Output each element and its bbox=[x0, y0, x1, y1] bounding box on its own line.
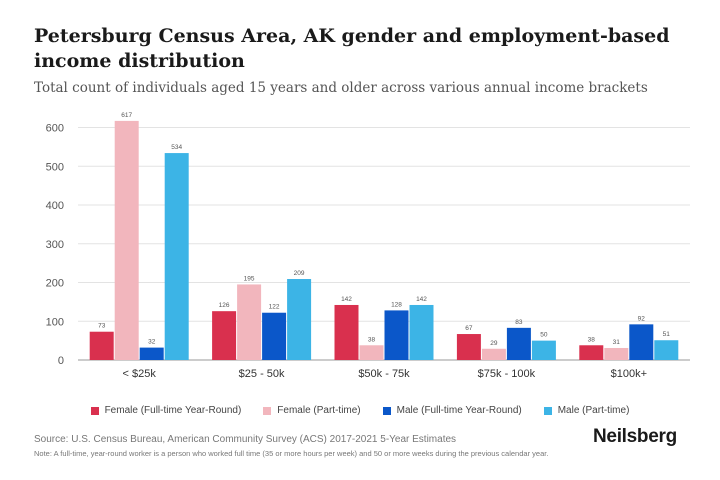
data-label: 38 bbox=[588, 336, 596, 343]
bar bbox=[604, 347, 629, 360]
data-label: 195 bbox=[244, 275, 255, 282]
brand-logo: Neilsberg bbox=[593, 426, 677, 447]
bar-chart: 0 100 200 300 400 500 600 73 617 32 534 < $25k 126 19… bbox=[46, 112, 690, 380]
bar bbox=[409, 304, 434, 360]
legend-label: Female (Full-time Year-Round) bbox=[104, 405, 242, 416]
data-label: 67 bbox=[465, 325, 473, 332]
legend-label: Female (Part-time) bbox=[277, 405, 361, 416]
legend-swatch bbox=[263, 406, 272, 415]
x-tick-label: < $25k bbox=[123, 368, 157, 380]
data-label: 617 bbox=[121, 112, 132, 119]
y-tick-label: 600 bbox=[46, 123, 64, 135]
bar bbox=[579, 345, 604, 360]
bar bbox=[114, 120, 139, 360]
chart-title: Petersburg Census Area, AK gender and em… bbox=[34, 25, 670, 72]
data-label: 142 bbox=[416, 296, 427, 303]
data-label: 83 bbox=[515, 319, 523, 326]
data-label: 128 bbox=[391, 301, 402, 308]
bar bbox=[384, 310, 409, 360]
bar bbox=[359, 345, 384, 360]
bar bbox=[212, 311, 237, 360]
legend-label: Male (Part-time) bbox=[557, 405, 630, 416]
bar bbox=[506, 327, 531, 360]
legend-item: Male (Part-time) bbox=[543, 405, 630, 416]
x-tick-label: $25 - 50k bbox=[239, 368, 285, 380]
y-tick-label: 100 bbox=[46, 316, 64, 328]
bar bbox=[237, 284, 262, 360]
bar bbox=[164, 153, 189, 360]
bar bbox=[334, 304, 359, 360]
x-tick-label: $50k - 75k bbox=[358, 368, 410, 380]
data-label: 32 bbox=[148, 339, 156, 346]
legend-item: Female (Full-time Year-Round) bbox=[90, 405, 242, 416]
data-label: 50 bbox=[540, 332, 548, 339]
legend-item: Female (Part-time) bbox=[263, 405, 361, 416]
data-label: 51 bbox=[663, 331, 671, 338]
bar bbox=[89, 331, 114, 360]
legend-item: Male (Full-time Year-Round) bbox=[382, 405, 522, 416]
y-tick-label: 400 bbox=[46, 200, 64, 212]
data-label: 38 bbox=[368, 336, 376, 343]
y-tick-label: 300 bbox=[46, 239, 64, 251]
legend-swatch bbox=[90, 406, 99, 415]
legend-label: Male (Full-time Year-Round) bbox=[396, 405, 522, 416]
bar bbox=[456, 334, 481, 360]
x-tick-label: $100k+ bbox=[611, 368, 647, 380]
chart-subtitle: Total count of individuals aged 15 years… bbox=[34, 80, 648, 96]
data-label: 209 bbox=[294, 270, 305, 277]
data-label: 29 bbox=[490, 340, 498, 347]
bar bbox=[262, 312, 287, 360]
x-tick-label: $75k - 100k bbox=[478, 368, 536, 380]
legend-swatch bbox=[543, 406, 552, 415]
chart-legend: Female (Full-time Year-Round) Female (Par… bbox=[0, 405, 720, 416]
bar bbox=[139, 347, 164, 360]
data-label: 534 bbox=[171, 144, 182, 151]
legend-swatch bbox=[382, 406, 391, 415]
data-label: 142 bbox=[341, 296, 352, 303]
y-tick-label: 0 bbox=[58, 355, 64, 367]
bar bbox=[654, 340, 679, 360]
source-note: Source: U.S. Census Bureau, American Com… bbox=[34, 434, 457, 445]
data-label: 31 bbox=[613, 339, 621, 346]
y-tick-label: 200 bbox=[46, 278, 64, 290]
footnote: Note: A full-time, year-round worker is … bbox=[34, 449, 549, 458]
data-label: 122 bbox=[269, 304, 280, 311]
bar bbox=[531, 340, 556, 360]
bar bbox=[629, 324, 654, 360]
bar bbox=[287, 279, 312, 360]
data-label: 92 bbox=[638, 315, 646, 322]
bar bbox=[481, 348, 506, 360]
data-label: 126 bbox=[219, 302, 230, 309]
y-tick-label: 500 bbox=[46, 161, 64, 173]
data-label: 73 bbox=[98, 323, 106, 330]
